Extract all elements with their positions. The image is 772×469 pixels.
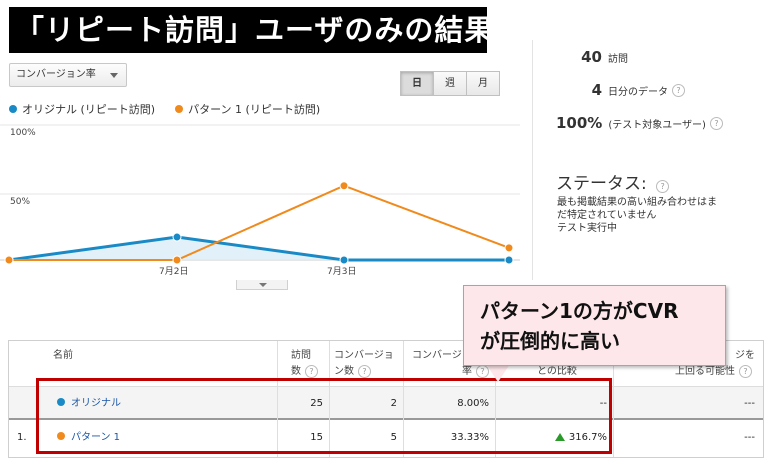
variation-link[interactable]: パターン 1 [71, 432, 121, 443]
help-icon[interactable]: ? [739, 365, 752, 378]
days-label: 日分のデータ [608, 86, 668, 98]
callout-pointer [486, 364, 510, 382]
visits-label: 訪問 [608, 53, 628, 65]
help-icon[interactable]: ? [358, 365, 371, 378]
period-toggle-group: 日 週 月 [400, 71, 500, 96]
annotation-callout: パターン1の方がCVR が圧倒的に高い [463, 285, 726, 366]
target-pct-label: (テスト対象ユーザー) [608, 119, 706, 131]
status-title: ステータス: [556, 174, 647, 194]
series-dot-icon [57, 432, 65, 440]
data-point-pattern[interactable] [339, 181, 349, 191]
beat-probability-cell: --- [744, 432, 755, 443]
table-row[interactable]: オリジナル 25 2 8.00% -- --- [9, 387, 763, 420]
column-divider [329, 341, 330, 457]
status-line: 最も掲載結果の高い組み合わせはま [557, 197, 717, 208]
col-header-beat-probability[interactable]: ジを 上回る可能性? [669, 341, 761, 387]
line-chart: 100% 50% 7月2日 7月3日 [0, 124, 520, 277]
col-header-text: コンバージョ [334, 350, 394, 361]
col-header-text: 訪問 [291, 350, 311, 361]
row-name-cell: オリジナル [57, 387, 277, 418]
data-point-original[interactable] [172, 232, 182, 242]
col-header-text: コンバージョ [412, 350, 472, 361]
row-name-cell: パターン 1 [57, 421, 277, 454]
data-point-pattern[interactable] [4, 255, 14, 265]
days-stat: 4 日分のデータ ? [560, 81, 685, 99]
beat-probability-cell: --- [744, 398, 755, 409]
visits-count: 40 [581, 48, 602, 66]
visits-stat: 40 訪問 [560, 48, 628, 66]
period-month-button[interactable]: 月 [466, 71, 500, 96]
series-dot-icon [9, 105, 17, 113]
col-header-text: ン数 [334, 366, 354, 377]
y-tick-label: 100% [10, 128, 36, 138]
column-divider [277, 341, 278, 457]
data-point-original[interactable] [339, 255, 349, 265]
column-divider [613, 341, 614, 457]
panel-divider [532, 40, 533, 280]
data-point-original[interactable] [504, 255, 514, 265]
row-index: 1. [17, 432, 27, 443]
col-header-text: 上回る可能性 [675, 366, 735, 377]
data-point-pattern[interactable] [504, 243, 514, 253]
status-heading: ステータス: ? [556, 169, 670, 194]
status-line: テスト実行中 [557, 223, 617, 234]
help-icon[interactable]: ? [709, 116, 723, 130]
compare-cell: 316.7% [495, 421, 613, 454]
legend-label-original: オリジナル (リピート訪問) [22, 103, 156, 116]
metric-dropdown-label: コンバージョン率 [16, 69, 96, 80]
series-line-pattern [9, 184, 510, 261]
highlight-annotation-box [36, 378, 612, 454]
help-icon[interactable]: ? [305, 365, 318, 378]
chart-legend: オリジナル (リピート訪問) パターン 1 (リピート訪問) [9, 101, 320, 117]
variation-link[interactable]: オリジナル [71, 398, 121, 409]
conversions-cell: 2 [390, 398, 397, 409]
page-banner-title: 「リピート訪問」ユーザのみの結果 [9, 7, 493, 53]
days-count: 4 [591, 81, 602, 99]
compare-value: 316.7% [568, 432, 607, 443]
trend-up-icon [554, 433, 565, 441]
target-pct: 100% [556, 114, 603, 132]
x-tick-label: 7月2日 [159, 266, 188, 277]
col-header-name[interactable]: 名前 [53, 350, 73, 361]
visits-cell: 25 [310, 398, 323, 409]
column-divider [495, 341, 496, 457]
series-dot-icon [175, 105, 184, 113]
legend-item-pattern[interactable]: パターン 1 (リピート訪問) [175, 101, 320, 117]
help-icon[interactable]: ? [672, 83, 685, 97]
metric-dropdown[interactable]: コンバージョン率 [9, 63, 127, 87]
data-point-pattern[interactable] [172, 255, 182, 265]
chevron-down-icon [110, 73, 118, 78]
col-header-text: 率 [462, 366, 472, 377]
col-header-text: 数 [291, 366, 301, 377]
status-line: だ特定されていません [557, 210, 657, 221]
legend-label-pattern: パターン 1 (リピート訪問) [188, 103, 321, 116]
chart-collapse-handle[interactable] [236, 280, 288, 290]
conversions-cell: 5 [390, 432, 397, 443]
period-week-button[interactable]: 週 [433, 71, 467, 96]
visits-cell: 15 [310, 432, 323, 443]
column-divider [403, 341, 404, 457]
x-tick-label: 7月3日 [327, 266, 356, 277]
col-header-text: ジを [735, 350, 755, 361]
y-tick-label: 50% [10, 197, 30, 207]
rate-cell: 33.33% [450, 432, 489, 443]
series-dot-icon [57, 398, 65, 406]
help-icon[interactable]: ? [656, 180, 670, 193]
legend-item-original[interactable]: オリジナル (リピート訪問) [9, 101, 155, 117]
compare-cell: -- [599, 398, 607, 409]
period-day-button[interactable]: 日 [400, 71, 434, 96]
callout-line: が圧倒的に高い [480, 329, 620, 353]
col-header-conversions[interactable]: コンバージョ ン数? [329, 341, 401, 387]
series-line-original [8, 235, 509, 262]
target-pct-stat: 100% (テスト対象ユーザー) ? [556, 114, 723, 132]
col-header-compare[interactable]: との比較 [537, 366, 577, 377]
status-description: 最も掲載結果の高い組み合わせはま だ特定されていません テスト実行中 [557, 196, 757, 235]
rate-cell: 8.00% [457, 398, 489, 409]
table-row[interactable]: 1. パターン 1 15 5 33.33% 316.7% --- [9, 421, 763, 454]
triangle-down-icon [259, 283, 267, 287]
callout-line: パターン1の方がCVR [480, 299, 679, 323]
col-header-visits[interactable]: 訪問 数? [285, 341, 329, 387]
